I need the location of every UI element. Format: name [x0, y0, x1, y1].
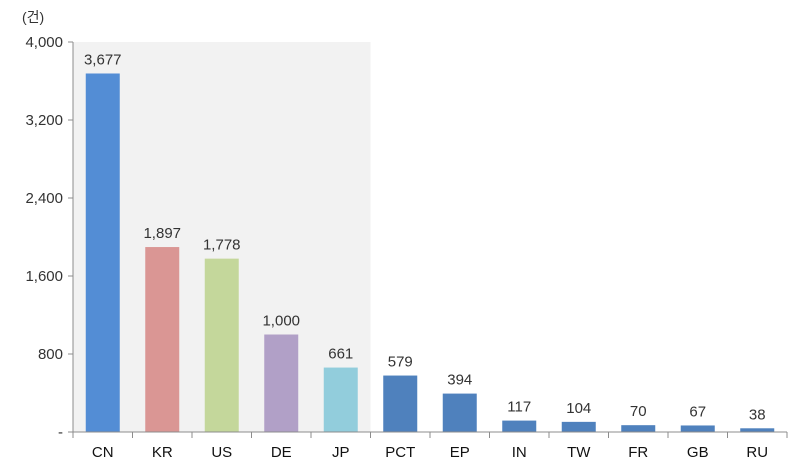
bar-ep	[442, 393, 477, 432]
bar-ru	[740, 428, 775, 432]
bar-pct	[383, 375, 418, 432]
y-tick-label: 800	[38, 346, 63, 363]
data-label: 117	[507, 399, 531, 416]
x-tick-label: FR	[628, 444, 648, 461]
data-label: 3,677	[84, 51, 122, 68]
data-label: 104	[566, 400, 591, 417]
y-tick-label: -	[58, 424, 63, 441]
x-tick-label: JP	[332, 444, 350, 461]
y-tick-label: 2,400	[25, 190, 63, 207]
bar-kr	[145, 247, 180, 432]
data-label: 394	[447, 372, 472, 389]
bar-de	[264, 334, 299, 432]
bar-us	[204, 258, 239, 432]
data-label: 579	[388, 354, 413, 371]
data-label: 661	[328, 346, 353, 363]
data-label: 1,000	[262, 313, 300, 330]
x-tick-label: TW	[567, 444, 591, 461]
x-tick-label: GB	[687, 444, 709, 461]
x-tick-label: DE	[271, 444, 292, 461]
data-label: 70	[630, 403, 647, 420]
x-tick-label: US	[211, 444, 232, 461]
x-tick-label: KR	[152, 444, 173, 461]
bar-in	[502, 420, 537, 432]
bar-tw	[561, 421, 596, 432]
bar-fr	[621, 425, 656, 432]
x-tick-label: PCT	[385, 444, 415, 461]
bar-gb	[680, 425, 715, 432]
y-tick-label: 4,000	[25, 34, 63, 51]
y-tick-label: 3,200	[25, 112, 63, 129]
x-tick-label: EP	[450, 444, 470, 461]
y-unit-label: (건)	[22, 9, 44, 25]
data-label: 1,897	[143, 225, 181, 242]
bar-cn	[85, 73, 120, 433]
data-label: 38	[749, 406, 766, 423]
x-tick-label: RU	[746, 444, 768, 461]
x-tick-label: CN	[92, 444, 114, 461]
x-tick-label: IN	[512, 444, 527, 461]
y-tick-label: 1,600	[25, 268, 63, 285]
data-label: 67	[689, 403, 706, 420]
data-label: 1,778	[203, 237, 241, 254]
bar-jp	[323, 367, 358, 432]
